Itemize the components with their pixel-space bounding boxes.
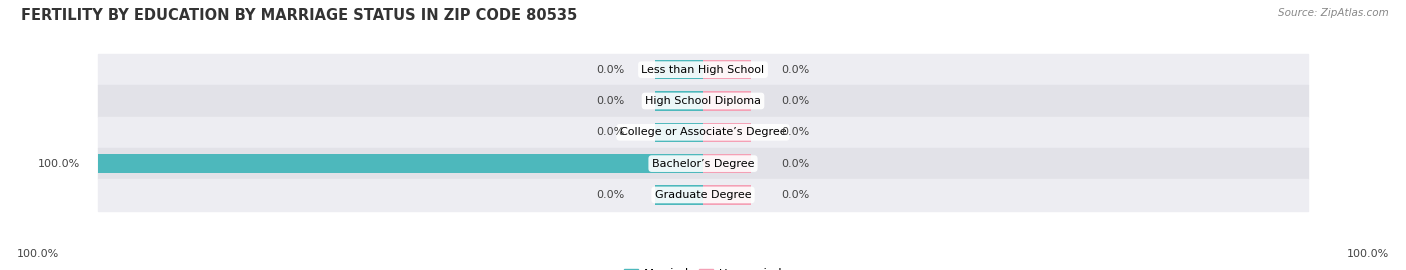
Text: Source: ZipAtlas.com: Source: ZipAtlas.com [1278,8,1389,18]
Bar [98,117,1308,148]
Bar [703,91,751,111]
Bar [98,154,703,173]
Text: 0.0%: 0.0% [782,96,810,106]
Bar [98,85,1308,117]
Text: College or Associate’s Degree: College or Associate’s Degree [620,127,786,137]
Text: 0.0%: 0.0% [596,65,624,75]
Text: High School Diploma: High School Diploma [645,96,761,106]
Bar [98,148,1308,179]
Legend: Married, Unmarried: Married, Unmarried [620,264,786,270]
Text: 100.0%: 100.0% [1347,249,1389,259]
Text: 0.0%: 0.0% [596,127,624,137]
Bar [703,60,751,79]
Text: 0.0%: 0.0% [596,190,624,200]
Text: 0.0%: 0.0% [782,65,810,75]
Bar [655,60,703,79]
Bar [703,154,751,173]
Text: FERTILITY BY EDUCATION BY MARRIAGE STATUS IN ZIP CODE 80535: FERTILITY BY EDUCATION BY MARRIAGE STATU… [21,8,578,23]
Text: 100.0%: 100.0% [38,158,80,169]
Bar [703,123,751,142]
Bar [655,123,703,142]
Bar [703,185,751,205]
Text: Graduate Degree: Graduate Degree [655,190,751,200]
Text: Bachelor’s Degree: Bachelor’s Degree [652,158,754,169]
Bar [655,91,703,111]
Text: 0.0%: 0.0% [782,127,810,137]
Bar [98,179,1308,211]
Bar [655,185,703,205]
Text: 0.0%: 0.0% [782,190,810,200]
Text: 0.0%: 0.0% [596,96,624,106]
Bar [98,54,1308,85]
Text: 0.0%: 0.0% [782,158,810,169]
Text: 100.0%: 100.0% [17,249,59,259]
Text: Less than High School: Less than High School [641,65,765,75]
